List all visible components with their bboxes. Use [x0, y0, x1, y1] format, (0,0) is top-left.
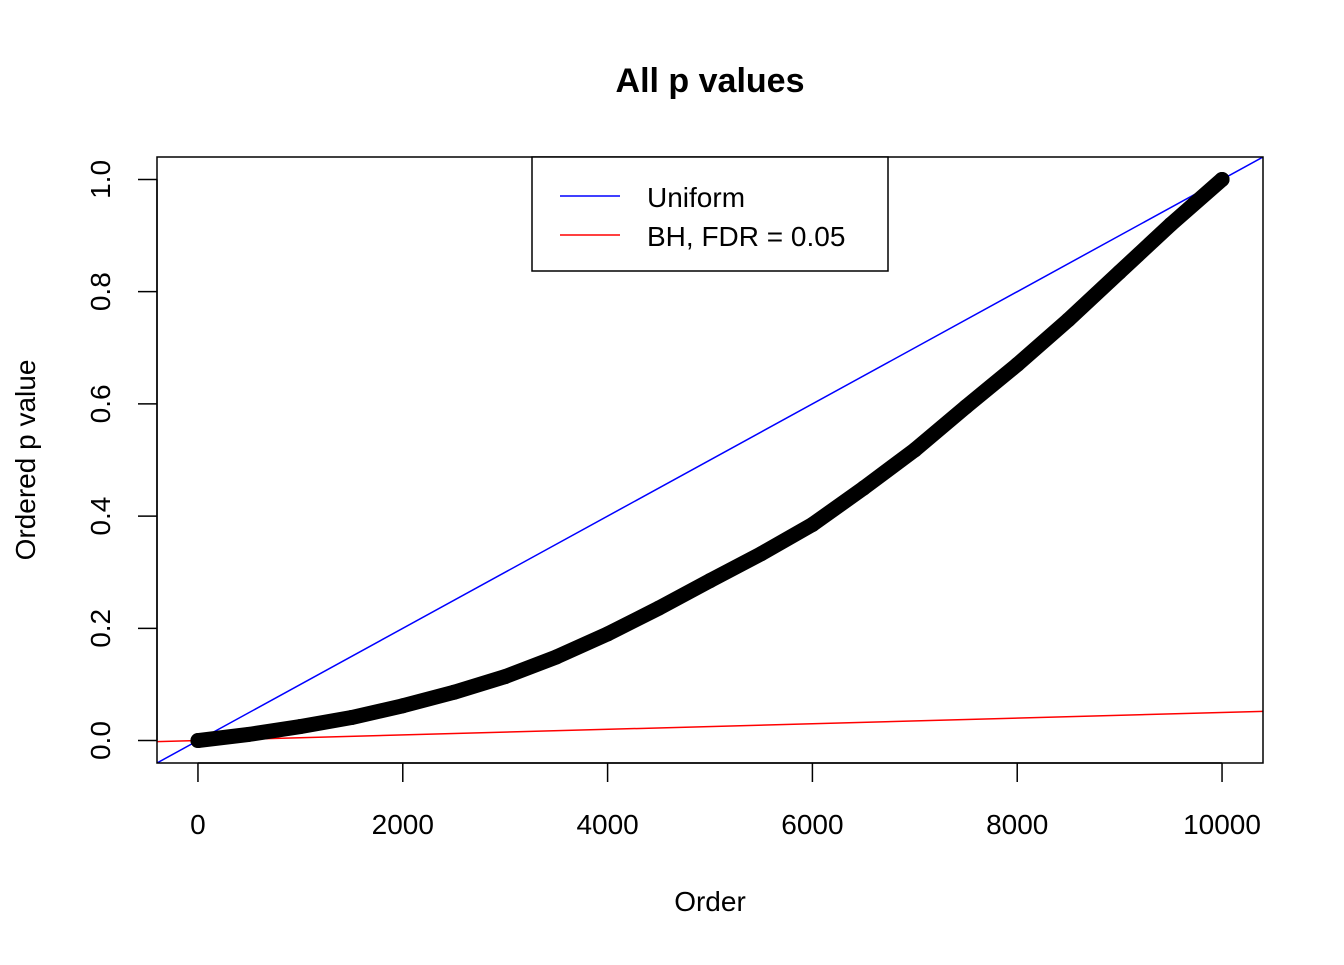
data-point: [753, 546, 769, 562]
y-tick-label: 0.8: [85, 272, 116, 311]
x-tick-label: 2000: [372, 809, 434, 840]
bh-line: [157, 710, 1263, 743]
x-tick-label: 8000: [986, 809, 1048, 840]
legend-label-uniform: Uniform: [647, 182, 745, 213]
data-point: [1112, 264, 1128, 280]
x-tick-label: 0: [190, 809, 206, 840]
y-axis-label: Ordered p value: [10, 360, 41, 561]
data-point: [600, 626, 616, 642]
data-point: [1163, 216, 1179, 232]
y-tick-label: 0.4: [85, 497, 116, 536]
x-tick-label: 10000: [1183, 809, 1261, 840]
uniform-line: [157, 157, 1263, 763]
legend-box: [531, 156, 889, 272]
data-point: [958, 399, 974, 415]
data-point: [804, 517, 820, 533]
data-point: [241, 726, 257, 742]
y-tick-label: 0.0: [85, 721, 116, 760]
y-tick-label: 0.2: [85, 609, 116, 648]
x-axis-label: Order: [674, 886, 746, 917]
data-point: [1060, 312, 1076, 328]
data-point: [548, 649, 564, 665]
x-tick-label: 4000: [576, 809, 638, 840]
data-point: [651, 600, 667, 616]
data-point: [907, 442, 923, 458]
x-tick-label: 6000: [781, 809, 843, 840]
data-point: [292, 719, 308, 735]
legend-label-bh: BH, FDR = 0.05: [647, 221, 845, 252]
data-point: [446, 684, 462, 700]
legend: Uniform BH, FDR = 0.05: [531, 156, 889, 272]
data-point: [395, 698, 411, 714]
data-point: [702, 573, 718, 589]
data-point: [190, 733, 206, 749]
data-point: [344, 710, 360, 726]
data-point: [1009, 357, 1025, 373]
data-point: [497, 669, 513, 685]
data-point: [1214, 171, 1230, 187]
y-tick-label: 0.6: [85, 384, 116, 423]
chart-title: All p values: [616, 62, 805, 100]
data-point: [856, 480, 872, 496]
y-tick-label: 1.0: [85, 160, 116, 199]
